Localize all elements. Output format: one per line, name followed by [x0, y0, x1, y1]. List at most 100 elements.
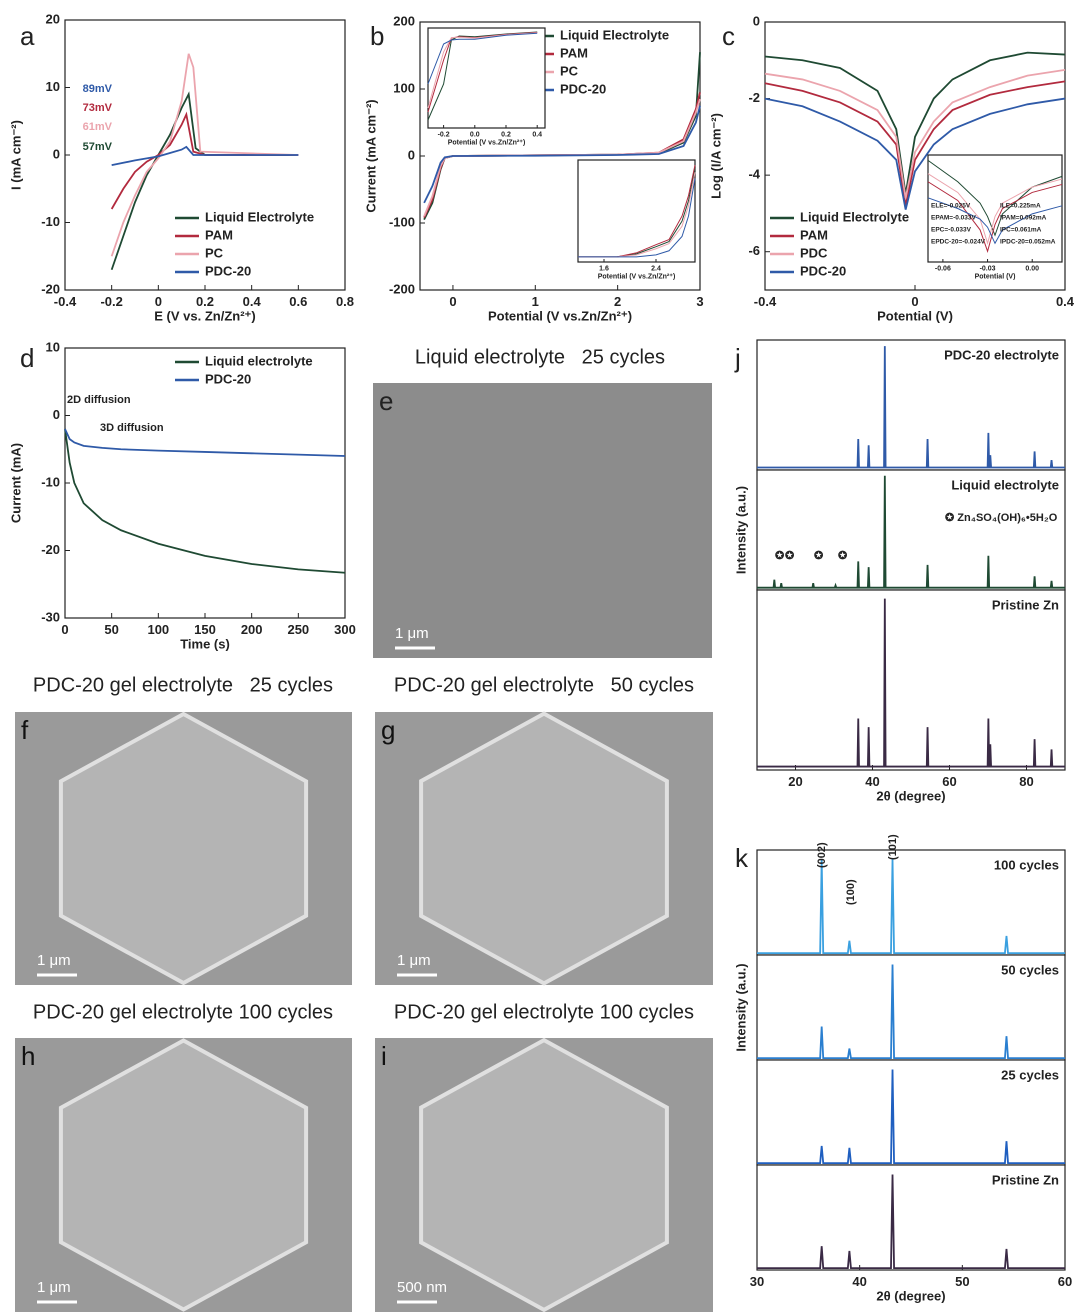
data-line [757, 964, 1065, 1059]
plot-frame [756, 1164, 1066, 1271]
data-line [110, 111, 299, 210]
panel-letter: h [21, 1041, 35, 1071]
annotation: EPDC-20=-0.024V [931, 239, 986, 246]
x-tick-label: 50 [955, 1274, 969, 1289]
annotation: 73mV [83, 102, 113, 114]
x-tick-label: 40 [852, 1274, 866, 1289]
x-tick-label: 0.8 [336, 294, 354, 309]
x-tick-label: 150 [194, 622, 216, 637]
y-tick-label: 0 [408, 147, 415, 162]
annotation: 2D diffusion [67, 394, 131, 406]
y-axis-label: Intensity (a.u.) [733, 486, 748, 574]
x-tick-label: -0.2 [438, 131, 450, 138]
scale-label: 500 nm [397, 1279, 447, 1296]
x-tick-label: -0.4 [54, 294, 77, 309]
y-axis-label: Current (mA cm⁻²) [363, 99, 378, 212]
x-axis-label: 2θ (degree) [876, 789, 945, 804]
y-tick-label: 0 [753, 13, 760, 28]
y-axis-label: Log (I/A cm⁻²) [708, 113, 723, 199]
panel-letter: b [370, 21, 384, 51]
x-tick-label: 300 [334, 622, 356, 637]
data-line [423, 105, 701, 204]
data-line [757, 475, 1065, 589]
data-line [757, 598, 1065, 768]
data-line [927, 197, 1063, 245]
panel-letter: g [381, 715, 395, 745]
chart-panel: -0.4 -0.2 0 0.2 0.4 0.6 0.8 -20 -10 0 10 20 E (V vs.… [8, 11, 354, 323]
y-tick-label: -100 [389, 214, 415, 229]
x-tick-label: 0.4 [1056, 294, 1075, 309]
panel-letter: e [379, 386, 393, 416]
image-caption: PDC-20 gel electrolyte 100 cycles [33, 1001, 333, 1023]
y-tick-label: 200 [393, 13, 415, 28]
legend-label: Liquid electrolyte [205, 353, 313, 368]
x-tick-label: 1 [532, 294, 539, 309]
x-tick-label: 1.6 [599, 265, 609, 272]
panel-letter: a [20, 21, 35, 51]
chart-panel: 20 40 60 80 2θ (degree) Pristine Zn [756, 589, 1066, 804]
x-tick-label: 60 [942, 774, 956, 789]
panel-letter: c [722, 21, 735, 51]
data-line [927, 173, 1063, 246]
x-tick-label: 0 [155, 294, 162, 309]
x-axis-label: 2θ (degree) [876, 1289, 945, 1304]
annotation: EPAM=-0.033V [931, 215, 977, 222]
sem-panel: Liquid electrolyte 25 cycles 1 μm e [373, 346, 712, 658]
subplot-title: 100 cycles [994, 857, 1059, 872]
y-axis-label: Current (mA) [8, 443, 23, 523]
x-tick-label: 30 [750, 1274, 764, 1289]
x-tick-label: 20 [788, 774, 802, 789]
y-tick-label: 20 [46, 11, 60, 26]
x-tick-label: -0.06 [935, 265, 951, 272]
scale-label: 1 μm [395, 625, 429, 642]
plot-frame [756, 339, 1066, 471]
data-line [110, 53, 299, 257]
data-line [927, 181, 1063, 253]
annotation: ILE=0.225mA [1000, 203, 1041, 210]
image-caption: Liquid electrolyte 25 cycles [415, 346, 665, 368]
legend-label: PDC-20 [205, 263, 251, 278]
annotation: (100) [845, 879, 857, 905]
x-tick-label: 0.2 [196, 294, 214, 309]
annotation: EPC=-0.033V [931, 227, 972, 234]
data-line [927, 159, 1063, 237]
annotation: 61mV [83, 121, 113, 133]
subplot-title: Liquid electrolyte [951, 477, 1059, 492]
sem-image [373, 383, 712, 658]
sem-panel: PDC-20 gel electrolyte 25 cycles 1 μm f [15, 674, 352, 986]
legend-label: Liquid Electrolyte [560, 27, 669, 42]
y-tick-label: -6 [748, 243, 760, 258]
annotation: IPDC-20=0.052mA [1000, 239, 1056, 246]
annotation: ✪ [837, 550, 848, 562]
subplot-title: 25 cycles [1001, 1067, 1059, 1082]
annotation: ✪ [784, 550, 795, 562]
x-axis-label: Potential (V vs.Zn/Zn²⁺) [448, 140, 526, 147]
x-tick-label: 60 [1058, 1274, 1072, 1289]
x-tick-label: -0.03 [980, 265, 996, 272]
legend-label: PC [560, 63, 579, 78]
y-tick-label: -10 [41, 474, 60, 489]
annotation: (002) [816, 842, 828, 868]
annotation: 89mV [83, 83, 113, 95]
subplot-title: 50 cycles [1001, 962, 1059, 977]
chart-panel: 0 50 100 150 200 250 300 -30 -20 -10 0 10 Time (s) Cu… [8, 339, 355, 651]
x-tick-label: 0.0 [470, 131, 480, 138]
crystal [58, 1038, 309, 1312]
x-tick-label: 0.4 [243, 294, 262, 309]
y-tick-label: 0 [53, 407, 60, 422]
y-tick-label: 10 [46, 79, 60, 94]
x-tick-label: 0.4 [532, 131, 542, 138]
panel-letter: k [735, 843, 749, 873]
y-tick-label: 100 [393, 80, 415, 95]
plot-frame [427, 27, 546, 129]
x-tick-label: 0.6 [289, 294, 307, 309]
x-tick-label: 50 [104, 622, 118, 637]
sem-panel: PDC-20 gel electrolyte 100 cycles 1 μm h [15, 1001, 352, 1312]
subplot-title: PDC-20 electrolyte [944, 347, 1059, 362]
y-axis-label: Intensity (a.u.) [733, 963, 748, 1051]
data-line [578, 178, 696, 258]
y-tick-label: -30 [41, 609, 60, 624]
x-axis-label: Potential (V) [877, 309, 953, 324]
scale-label: 1 μm [397, 952, 431, 969]
